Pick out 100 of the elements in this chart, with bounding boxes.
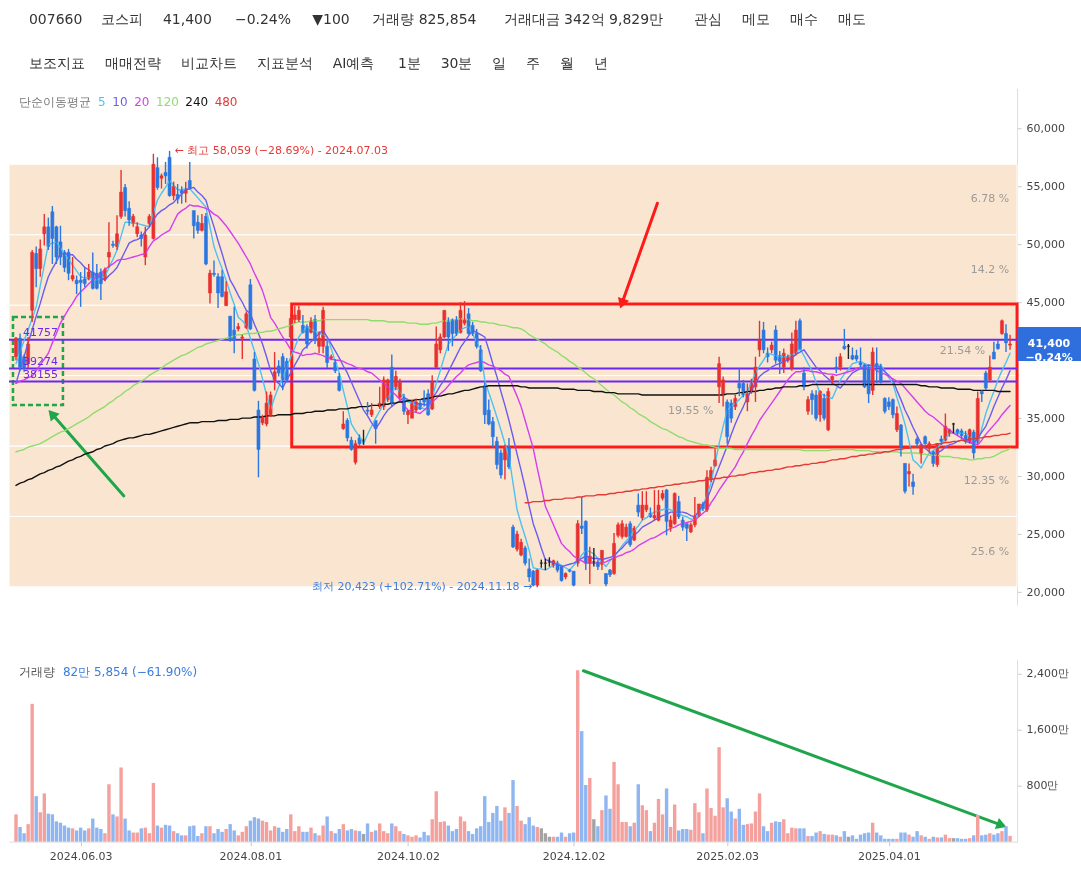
text: 41,400 (162, 11, 212, 28)
text: 30분 (440, 55, 473, 72)
bar (495, 805, 499, 842)
bar (42, 793, 46, 842)
bar (822, 833, 826, 842)
bar (511, 780, 515, 842)
text: 480 (214, 95, 238, 110)
bar (939, 837, 944, 842)
bar (341, 824, 346, 842)
text: 주 (525, 55, 540, 72)
bar (915, 831, 919, 842)
bar (685, 829, 689, 842)
bar (301, 831, 305, 842)
y-tick-label: 35,000 (1026, 411, 1065, 425)
bar (628, 826, 632, 842)
bar (377, 823, 382, 842)
bar (289, 814, 293, 842)
text: 20 (134, 95, 150, 110)
bar (806, 836, 810, 842)
bar (309, 827, 313, 842)
band-label: 25.6 % (970, 544, 1010, 558)
bar (386, 833, 390, 842)
text: 지표분석 (256, 55, 313, 72)
bar (200, 833, 204, 842)
bar (798, 828, 802, 842)
bar (345, 830, 350, 842)
band-label: 6.78 % (970, 192, 1010, 206)
bar (648, 831, 653, 842)
bar (612, 761, 616, 842)
text: 년 (593, 55, 608, 72)
text: ▼100 (312, 11, 350, 28)
bar (790, 827, 794, 842)
bar (963, 838, 968, 842)
text: 007660 (28, 11, 83, 28)
bar (390, 823, 394, 842)
bar (1008, 835, 1012, 842)
bar (883, 838, 887, 842)
x-tick-label: 2024.06.03 (49, 850, 113, 864)
bar (664, 788, 669, 842)
bar (757, 793, 762, 842)
bar (107, 784, 111, 842)
bar (955, 838, 960, 842)
bar (220, 831, 224, 842)
candlestick (664, 488, 669, 536)
bar (34, 796, 38, 842)
candlestick (656, 489, 661, 523)
bar (454, 829, 459, 842)
candlestick (745, 382, 750, 412)
text: 메모 (742, 11, 771, 28)
chart-subtitle: 82만 5,854 (−61.90%) (62, 664, 198, 679)
bar (592, 819, 596, 842)
bar (604, 795, 608, 842)
bar (596, 826, 600, 842)
text: 매도 (838, 11, 867, 28)
bar (458, 816, 463, 842)
bar (224, 829, 228, 842)
text: 보조지표 (28, 55, 85, 72)
bar (834, 835, 838, 842)
bar (951, 838, 956, 842)
candlestick (171, 180, 176, 201)
bar (228, 824, 232, 842)
x-tick-label: 2024.08.01 (219, 850, 283, 864)
bar (361, 833, 366, 842)
text: −0.24% (234, 11, 292, 28)
bar (967, 838, 972, 842)
candlestick (151, 153, 156, 241)
bar (693, 803, 697, 842)
text: 코스피 (100, 11, 143, 28)
band-label: 14.2 % (970, 262, 1010, 276)
candlestick (272, 351, 277, 392)
bar (50, 814, 55, 842)
band-label: 12.35 % (963, 474, 1010, 488)
bar (272, 826, 277, 842)
bar (236, 835, 240, 842)
bar (567, 833, 572, 842)
bar (30, 703, 34, 842)
y-tick-label: 20,000 (1026, 585, 1065, 599)
bar (208, 826, 212, 842)
annotation: 최저 20,423 (+102.71%) - 2024.11.18 → (311, 580, 533, 594)
bar (527, 817, 531, 842)
x-tick-label: 2025.02.03 (696, 850, 760, 864)
bar (814, 832, 818, 842)
x-tick-label: 2024.10.02 (377, 850, 440, 864)
y-tick-label: 45,000 (1026, 295, 1065, 309)
bar (264, 822, 269, 842)
bar (862, 833, 867, 842)
candlestick (353, 439, 358, 466)
bar (988, 833, 992, 842)
bar (353, 830, 358, 842)
candlestick (636, 492, 641, 518)
bar (802, 828, 806, 842)
text: 매매전략 (104, 55, 161, 72)
bar (373, 830, 378, 842)
bar (252, 817, 257, 842)
bar (919, 835, 923, 842)
candlestick (256, 400, 261, 478)
y-tick-label: 1,600만 (1026, 723, 1069, 737)
bar (466, 831, 471, 842)
candlestick (78, 271, 83, 308)
bar (891, 838, 895, 842)
